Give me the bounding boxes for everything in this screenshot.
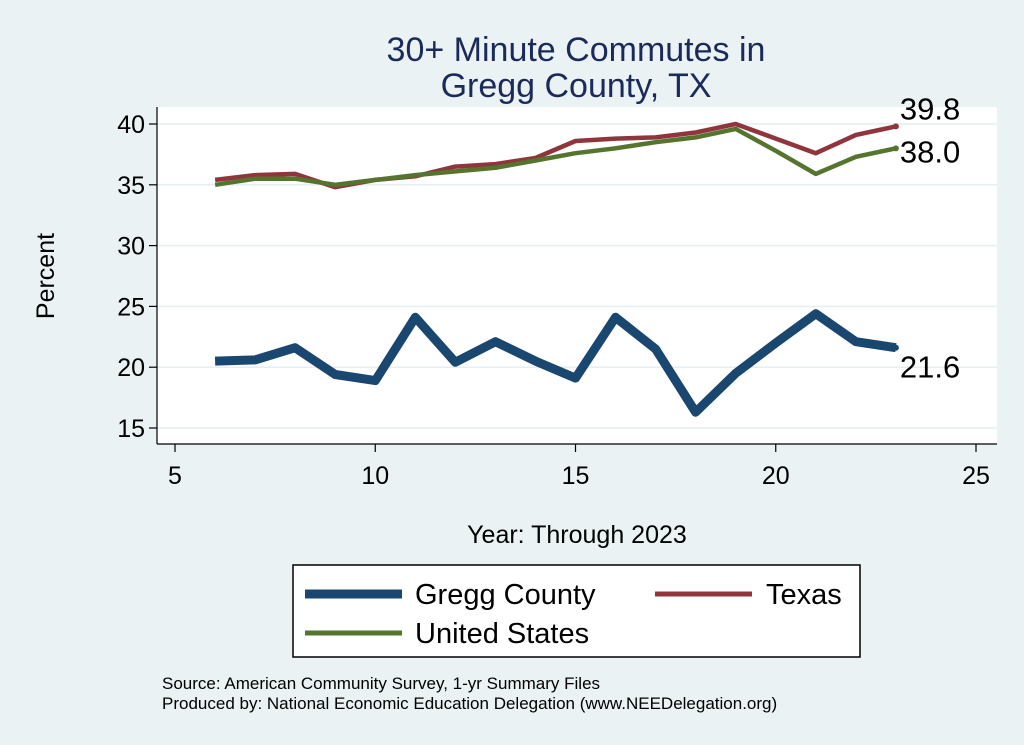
legend-box: [292, 564, 861, 658]
legend: Gregg County Texas United States: [292, 564, 861, 658]
y-tick-label-20: 20: [117, 354, 145, 382]
x-axis: 5 10 15 20 25: [157, 443, 997, 490]
legend-label-gregg-county: Gregg County: [415, 579, 596, 611]
produced-by-note: Produced by: National Economic Education…: [162, 694, 777, 713]
chart-title-line-1: 30+ Minute Commutes in: [387, 31, 766, 69]
x-tick-label-10: 10: [361, 462, 389, 490]
end-label-texas: 39.8: [900, 91, 960, 126]
y-axis: 15 20 25 30 35 40: [117, 107, 158, 444]
gridlines: [157, 123, 997, 429]
y-tick-label-40: 40: [117, 111, 145, 139]
series-endpoint-gregg-county: [892, 344, 899, 351]
y-axis-label: Percent: [32, 233, 60, 319]
y-tick-label-15: 15: [117, 415, 145, 443]
plot-area: [157, 107, 997, 444]
source-note: Source: American Community Survey, 1-yr …: [162, 674, 600, 693]
end-labels: 21.6 39.8 38.0: [900, 91, 960, 384]
series-line-united-states: [214, 126, 897, 188]
series-endpoint-texas: [892, 123, 899, 130]
x-tick-label-25: 25: [962, 462, 990, 490]
legend-label-texas: Texas: [766, 579, 842, 611]
x-tick-label-15: 15: [562, 462, 590, 490]
y-tick-label-35: 35: [117, 172, 145, 200]
chart-title-line-2: Gregg County, TX: [441, 67, 712, 105]
end-label-gregg-county: 21.6: [900, 350, 960, 385]
series-endpoint-united-states: [892, 145, 899, 152]
y-tick-label-30: 30: [117, 233, 145, 261]
x-tick-label-5: 5: [168, 462, 182, 490]
y-tick-label-25: 25: [117, 293, 145, 321]
x-axis-label: Year: Through 2023: [467, 521, 687, 549]
end-label-united-states: 38.0: [900, 134, 960, 169]
series-line-gregg-county: [214, 309, 897, 417]
legend-label-united-states: United States: [415, 618, 589, 650]
series-lines: [214, 121, 899, 417]
x-tick-label-20: 20: [762, 462, 790, 490]
